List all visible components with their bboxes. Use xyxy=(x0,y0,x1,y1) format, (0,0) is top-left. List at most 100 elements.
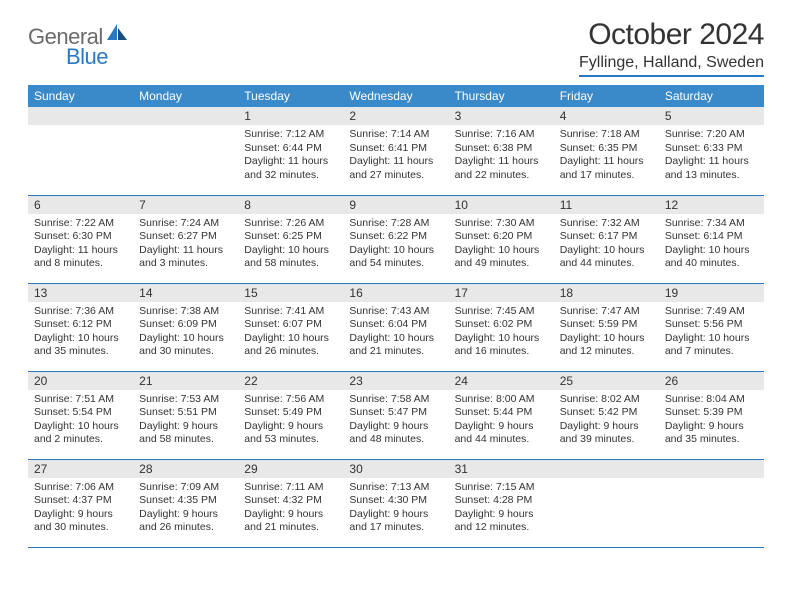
day-header: Saturday xyxy=(659,85,764,107)
day-number: 6 xyxy=(28,196,133,214)
day-details: Sunrise: 7:34 AMSunset: 6:14 PMDaylight:… xyxy=(659,214,764,276)
day-number: 14 xyxy=(133,284,238,302)
logo: General Blue xyxy=(28,18,129,50)
calendar-cell: 9Sunrise: 7:28 AMSunset: 6:22 PMDaylight… xyxy=(343,195,448,283)
day-number: 4 xyxy=(554,107,659,125)
day-number: 31 xyxy=(449,460,554,478)
logo-text-blue: Blue xyxy=(66,44,108,70)
calendar-cell: 23Sunrise: 7:58 AMSunset: 5:47 PMDayligh… xyxy=(343,371,448,459)
calendar-table: SundayMondayTuesdayWednesdayThursdayFrid… xyxy=(28,85,764,548)
day-details: Sunrise: 7:38 AMSunset: 6:09 PMDaylight:… xyxy=(133,302,238,364)
day-details: Sunrise: 7:56 AMSunset: 5:49 PMDaylight:… xyxy=(238,390,343,452)
day-number: 2 xyxy=(343,107,448,125)
day-number: 29 xyxy=(238,460,343,478)
day-details: Sunrise: 7:15 AMSunset: 4:28 PMDaylight:… xyxy=(449,478,554,540)
day-number: 22 xyxy=(238,372,343,390)
calendar-cell: 3Sunrise: 7:16 AMSunset: 6:38 PMDaylight… xyxy=(449,107,554,195)
day-number: 8 xyxy=(238,196,343,214)
day-details: Sunrise: 7:51 AMSunset: 5:54 PMDaylight:… xyxy=(28,390,133,452)
day-number: 15 xyxy=(238,284,343,302)
day-details: Sunrise: 7:30 AMSunset: 6:20 PMDaylight:… xyxy=(449,214,554,276)
calendar-cell: 6Sunrise: 7:22 AMSunset: 6:30 PMDaylight… xyxy=(28,195,133,283)
calendar-cell: 19Sunrise: 7:49 AMSunset: 5:56 PMDayligh… xyxy=(659,283,764,371)
location: Fyllinge, Halland, Sweden xyxy=(579,54,764,77)
day-number: 18 xyxy=(554,284,659,302)
day-number: 1 xyxy=(238,107,343,125)
day-number: 26 xyxy=(659,372,764,390)
calendar-cell: 31Sunrise: 7:15 AMSunset: 4:28 PMDayligh… xyxy=(449,459,554,547)
day-details: Sunrise: 7:58 AMSunset: 5:47 PMDaylight:… xyxy=(343,390,448,452)
day-number: 23 xyxy=(343,372,448,390)
calendar-cell: 8Sunrise: 7:26 AMSunset: 6:25 PMDaylight… xyxy=(238,195,343,283)
title-block: October 2024 Fyllinge, Halland, Sweden xyxy=(579,18,764,77)
day-header: Sunday xyxy=(28,85,133,107)
day-details: Sunrise: 7:28 AMSunset: 6:22 PMDaylight:… xyxy=(343,214,448,276)
header: General Blue October 2024 Fyllinge, Hall… xyxy=(28,18,764,77)
calendar-body: 1Sunrise: 7:12 AMSunset: 6:44 PMDaylight… xyxy=(28,107,764,547)
day-details: Sunrise: 7:47 AMSunset: 5:59 PMDaylight:… xyxy=(554,302,659,364)
calendar-cell: 22Sunrise: 7:56 AMSunset: 5:49 PMDayligh… xyxy=(238,371,343,459)
day-details: Sunrise: 7:14 AMSunset: 6:41 PMDaylight:… xyxy=(343,125,448,187)
day-number: 3 xyxy=(449,107,554,125)
calendar-cell: 1Sunrise: 7:12 AMSunset: 6:44 PMDaylight… xyxy=(238,107,343,195)
calendar-cell: 17Sunrise: 7:45 AMSunset: 6:02 PMDayligh… xyxy=(449,283,554,371)
day-number: 19 xyxy=(659,284,764,302)
calendar-week-row: 6Sunrise: 7:22 AMSunset: 6:30 PMDaylight… xyxy=(28,195,764,283)
calendar-cell: 26Sunrise: 8:04 AMSunset: 5:39 PMDayligh… xyxy=(659,371,764,459)
day-number: 24 xyxy=(449,372,554,390)
day-number: 10 xyxy=(449,196,554,214)
day-details: Sunrise: 7:16 AMSunset: 6:38 PMDaylight:… xyxy=(449,125,554,187)
calendar-cell xyxy=(133,107,238,195)
calendar-cell: 4Sunrise: 7:18 AMSunset: 6:35 PMDaylight… xyxy=(554,107,659,195)
day-header: Thursday xyxy=(449,85,554,107)
day-number: 30 xyxy=(343,460,448,478)
calendar-cell: 16Sunrise: 7:43 AMSunset: 6:04 PMDayligh… xyxy=(343,283,448,371)
day-number: 11 xyxy=(554,196,659,214)
empty-daynum xyxy=(28,107,133,125)
day-details: Sunrise: 7:12 AMSunset: 6:44 PMDaylight:… xyxy=(238,125,343,187)
calendar-cell: 25Sunrise: 8:02 AMSunset: 5:42 PMDayligh… xyxy=(554,371,659,459)
calendar-cell: 13Sunrise: 7:36 AMSunset: 6:12 PMDayligh… xyxy=(28,283,133,371)
day-header: Tuesday xyxy=(238,85,343,107)
day-header: Wednesday xyxy=(343,85,448,107)
day-header: Friday xyxy=(554,85,659,107)
calendar-cell: 12Sunrise: 7:34 AMSunset: 6:14 PMDayligh… xyxy=(659,195,764,283)
calendar-cell: 10Sunrise: 7:30 AMSunset: 6:20 PMDayligh… xyxy=(449,195,554,283)
day-number: 16 xyxy=(343,284,448,302)
day-details: Sunrise: 7:45 AMSunset: 6:02 PMDaylight:… xyxy=(449,302,554,364)
day-number: 28 xyxy=(133,460,238,478)
page: General Blue October 2024 Fyllinge, Hall… xyxy=(0,0,792,568)
day-details: Sunrise: 7:06 AMSunset: 4:37 PMDaylight:… xyxy=(28,478,133,540)
empty-daynum xyxy=(554,460,659,478)
calendar-cell: 21Sunrise: 7:53 AMSunset: 5:51 PMDayligh… xyxy=(133,371,238,459)
empty-daynum xyxy=(133,107,238,125)
day-number: 9 xyxy=(343,196,448,214)
day-number: 13 xyxy=(28,284,133,302)
day-details: Sunrise: 8:00 AMSunset: 5:44 PMDaylight:… xyxy=(449,390,554,452)
day-header-row: SundayMondayTuesdayWednesdayThursdayFrid… xyxy=(28,85,764,107)
day-number: 12 xyxy=(659,196,764,214)
day-details: Sunrise: 7:53 AMSunset: 5:51 PMDaylight:… xyxy=(133,390,238,452)
calendar-cell xyxy=(554,459,659,547)
calendar-cell xyxy=(28,107,133,195)
day-number: 25 xyxy=(554,372,659,390)
calendar-week-row: 20Sunrise: 7:51 AMSunset: 5:54 PMDayligh… xyxy=(28,371,764,459)
day-details: Sunrise: 7:20 AMSunset: 6:33 PMDaylight:… xyxy=(659,125,764,187)
day-details: Sunrise: 7:09 AMSunset: 4:35 PMDaylight:… xyxy=(133,478,238,540)
day-number: 5 xyxy=(659,107,764,125)
calendar-cell: 5Sunrise: 7:20 AMSunset: 6:33 PMDaylight… xyxy=(659,107,764,195)
calendar-week-row: 1Sunrise: 7:12 AMSunset: 6:44 PMDaylight… xyxy=(28,107,764,195)
calendar-week-row: 27Sunrise: 7:06 AMSunset: 4:37 PMDayligh… xyxy=(28,459,764,547)
day-details: Sunrise: 7:26 AMSunset: 6:25 PMDaylight:… xyxy=(238,214,343,276)
day-details: Sunrise: 7:32 AMSunset: 6:17 PMDaylight:… xyxy=(554,214,659,276)
day-number: 21 xyxy=(133,372,238,390)
calendar-cell: 11Sunrise: 7:32 AMSunset: 6:17 PMDayligh… xyxy=(554,195,659,283)
empty-daynum xyxy=(659,460,764,478)
calendar-head: SundayMondayTuesdayWednesdayThursdayFrid… xyxy=(28,85,764,107)
calendar-cell: 14Sunrise: 7:38 AMSunset: 6:09 PMDayligh… xyxy=(133,283,238,371)
day-details: Sunrise: 7:18 AMSunset: 6:35 PMDaylight:… xyxy=(554,125,659,187)
day-details: Sunrise: 8:04 AMSunset: 5:39 PMDaylight:… xyxy=(659,390,764,452)
calendar-cell: 18Sunrise: 7:47 AMSunset: 5:59 PMDayligh… xyxy=(554,283,659,371)
calendar-cell: 20Sunrise: 7:51 AMSunset: 5:54 PMDayligh… xyxy=(28,371,133,459)
calendar-cell: 15Sunrise: 7:41 AMSunset: 6:07 PMDayligh… xyxy=(238,283,343,371)
